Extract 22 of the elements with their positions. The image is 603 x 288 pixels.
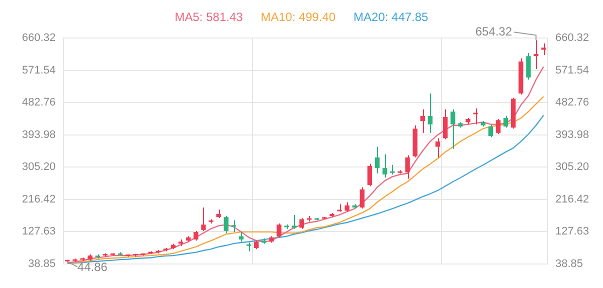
- y2-tick-label: 305.20: [555, 161, 590, 174]
- y2-tick-label: 393.98: [555, 128, 590, 141]
- annotation: 44.86: [77, 260, 108, 274]
- y-tick-label: 127.63: [22, 226, 56, 238]
- y-tick-label: 305.20: [22, 161, 56, 174]
- y2-tick-label: 482.76: [555, 96, 590, 109]
- y-tick-label: 482.76: [22, 96, 56, 109]
- y2-tick-label: 38.85: [555, 258, 583, 270]
- y-tick-label: 38.85: [28, 258, 56, 270]
- candlestick: [541, 42, 546, 56]
- y2-tick-label: 571.54: [555, 64, 590, 76]
- text: MA5: 581.43: [174, 10, 243, 24]
- y2-tick-label: 216.42: [555, 193, 590, 206]
- y-tick-label: 216.42: [22, 193, 56, 206]
- y-tick-label: 571.54: [22, 64, 56, 76]
- y2-tick-label: 127.63: [555, 226, 590, 238]
- text: MA10: 499.40: [260, 10, 336, 24]
- y-tick-label: 660.32: [22, 32, 56, 44]
- y-tick-label: 393.98: [22, 128, 56, 141]
- text: MA20: 447.85: [354, 10, 428, 24]
- annotation: 654.32: [475, 24, 512, 38]
- y2-tick-label: 660.32: [555, 32, 590, 44]
